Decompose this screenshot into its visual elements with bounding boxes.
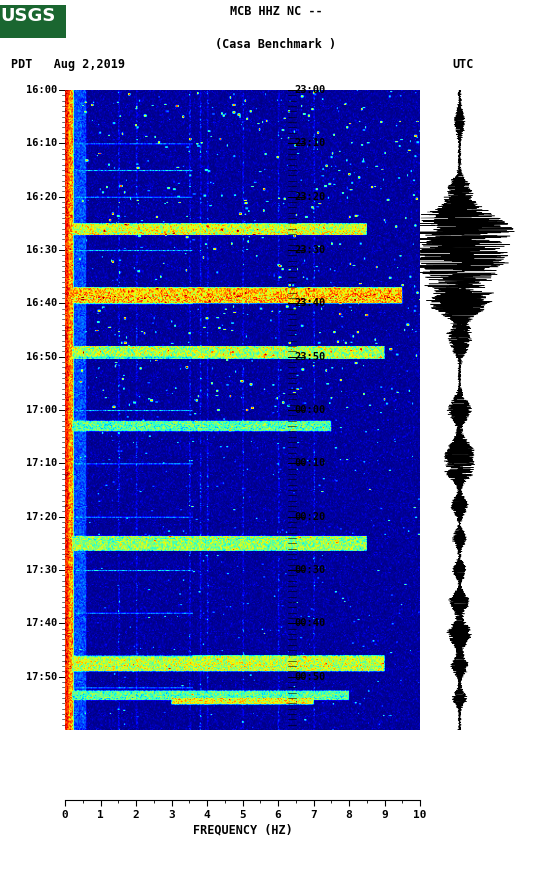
Text: 23:10: 23:10 bbox=[295, 138, 326, 148]
Text: USGS: USGS bbox=[6, 9, 52, 28]
Text: 16:40: 16:40 bbox=[26, 298, 57, 309]
Text: 16:00: 16:00 bbox=[26, 85, 57, 95]
Text: 16:50: 16:50 bbox=[26, 351, 57, 361]
Text: 00:50: 00:50 bbox=[295, 672, 326, 681]
Bar bbox=[0, 5, 66, 37]
Text: PDT   Aug 2,2019: PDT Aug 2,2019 bbox=[11, 58, 125, 71]
Text: 17:30: 17:30 bbox=[26, 565, 57, 575]
Text: 16:20: 16:20 bbox=[26, 192, 57, 202]
Text: (Casa Benchmark ): (Casa Benchmark ) bbox=[215, 37, 337, 51]
Text: 23:30: 23:30 bbox=[295, 245, 326, 255]
Text: 17:40: 17:40 bbox=[26, 618, 57, 628]
Text: USGS: USGS bbox=[1, 7, 56, 25]
Text: 16:30: 16:30 bbox=[26, 245, 57, 255]
Text: MCB HHZ NC --: MCB HHZ NC -- bbox=[230, 5, 322, 18]
Text: 23:20: 23:20 bbox=[295, 192, 326, 202]
X-axis label: FREQUENCY (HZ): FREQUENCY (HZ) bbox=[193, 823, 293, 836]
Text: 17:00: 17:00 bbox=[26, 405, 57, 415]
Text: 00:10: 00:10 bbox=[295, 458, 326, 468]
Text: 00:40: 00:40 bbox=[295, 618, 326, 628]
Text: UTC: UTC bbox=[453, 58, 474, 71]
Text: 17:10: 17:10 bbox=[26, 458, 57, 468]
Text: 00:30: 00:30 bbox=[295, 565, 326, 575]
Text: 17:20: 17:20 bbox=[26, 512, 57, 522]
Text: 00:20: 00:20 bbox=[295, 512, 326, 522]
Text: 16:10: 16:10 bbox=[26, 138, 57, 148]
Text: 23:00: 23:00 bbox=[295, 85, 326, 95]
Text: 00:00: 00:00 bbox=[295, 405, 326, 415]
Text: 23:40: 23:40 bbox=[295, 298, 326, 309]
Text: 17:50: 17:50 bbox=[26, 672, 57, 681]
Text: 23:50: 23:50 bbox=[295, 351, 326, 361]
